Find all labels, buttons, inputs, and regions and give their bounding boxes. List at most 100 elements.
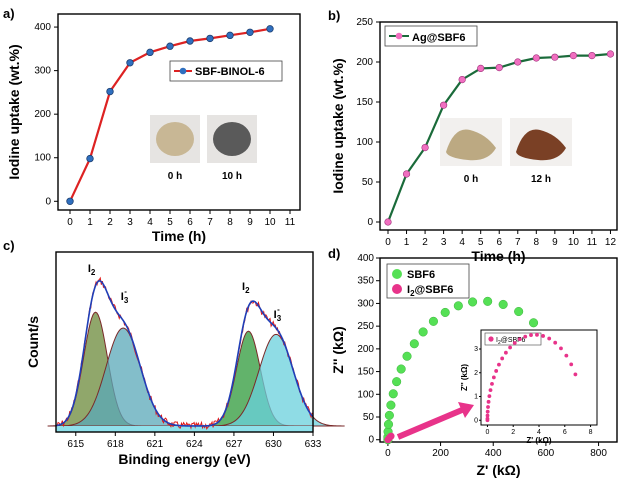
y-tick-label: 0 [367, 217, 373, 228]
data-point [421, 144, 429, 152]
inset-data-point [541, 334, 545, 338]
photo-sample [213, 122, 251, 156]
panel-a-label: a) [3, 6, 15, 21]
data-point [606, 50, 615, 58]
inset-x-tick-label: 6 [563, 429, 567, 436]
y-tick-label: 200 [356, 57, 373, 68]
x-tick-label: 0 [67, 217, 73, 228]
inset-data-point [490, 381, 494, 386]
data-point-sbf6 [388, 389, 398, 399]
data-point [186, 37, 194, 45]
y-tick-label: 0 [45, 196, 51, 207]
data-point [569, 51, 577, 60]
peak-label: I3- [121, 287, 129, 305]
inset-data-point [485, 416, 490, 421]
data-point [440, 101, 448, 109]
inset-data-point [491, 375, 496, 380]
y-tick-label: 300 [34, 66, 51, 77]
inset-data-point [535, 332, 539, 337]
data-point-sbf6 [440, 307, 450, 317]
inset-data-point [559, 346, 563, 351]
panel-b-frame [379, 21, 618, 231]
x-axis-label: Binding energy (eV) [118, 451, 250, 467]
legend-marker [392, 269, 402, 279]
data-point [166, 42, 174, 50]
data-point [477, 64, 485, 72]
data-point [266, 25, 274, 33]
photo-caption: 10 h [222, 171, 242, 182]
y-tick-label: 400 [34, 22, 51, 33]
x-tick-label: 8 [534, 237, 540, 248]
x-tick-label: 624 [186, 439, 203, 450]
y-tick-label: 100 [357, 389, 374, 400]
panel-c: c) 615 618 621 624 627 630 633 Binding energy (e… [3, 238, 345, 467]
inset-data-point [573, 372, 578, 377]
x-tick-label: 9 [552, 237, 558, 248]
x-tick-label: 12 [605, 237, 617, 248]
inset-data-point [488, 388, 493, 393]
x-tick-label: 800 [590, 448, 607, 459]
inset-data-point [512, 341, 517, 345]
fit-envelope [55, 280, 313, 427]
y-axis-label: Z'' (kΩ) [330, 326, 346, 373]
x-tick-label: 3 [441, 237, 447, 248]
data-point-i2-sbf6 [387, 432, 395, 440]
data-point [246, 28, 254, 36]
x-tick-label: 3 [127, 217, 133, 228]
x-tick-label: 7 [207, 217, 213, 228]
x-tick-label: 1 [404, 237, 410, 248]
x-tick-label: 6 [187, 217, 193, 228]
data-point [226, 31, 234, 40]
x-tick-label: 621 [147, 439, 164, 450]
peak-label: I3- [274, 305, 282, 323]
y-tick-label: 150 [357, 367, 374, 378]
data-point [384, 218, 392, 226]
legend-marker [392, 284, 402, 294]
x-tick-label: 633 [305, 439, 322, 450]
inset-frame [480, 329, 598, 426]
x-tick-label: 4 [459, 237, 465, 248]
x-tick-label: 2 [422, 237, 428, 248]
data-point-sbf6 [409, 339, 419, 349]
panel-a-frame [57, 13, 301, 211]
data-point [458, 75, 466, 84]
peak-label: I2 [242, 281, 250, 295]
inset-data-point [547, 336, 552, 341]
photo-caption: 0 h [168, 171, 182, 182]
x-tick-label: 9 [247, 217, 253, 228]
x-tick-label: 0 [385, 237, 391, 248]
inset-data-point [497, 362, 501, 367]
data-point [106, 87, 114, 96]
x-tick-label: 630 [265, 439, 282, 450]
inset-data-point [486, 399, 491, 404]
x-tick-label: 0 [385, 448, 391, 459]
data-point-sbf6 [514, 306, 524, 317]
x-tick-label: 1 [87, 217, 93, 228]
x-tick-label: 11 [587, 237, 598, 248]
data-point [551, 53, 559, 61]
inset-data-point [494, 369, 499, 373]
data-point-sbf6 [392, 377, 402, 387]
y-axis-label: Iodine uptake (wt.%) [330, 58, 346, 193]
y-axis-label: Count/s [25, 316, 41, 368]
x-tick-label: 200 [432, 448, 449, 459]
data-point-sbf6 [483, 296, 493, 306]
data-point-sbf6 [468, 297, 478, 307]
y-tick-label: 200 [34, 109, 51, 120]
inset-y-tick-label: 1 [474, 394, 478, 401]
panel-d-frame [379, 257, 618, 443]
photo-sample [446, 129, 496, 161]
data-point-sbf6 [383, 419, 394, 429]
inset-legend-marker [488, 336, 494, 342]
inset-x-tick-label: 8 [589, 429, 593, 436]
data-point-sbf6 [528, 318, 539, 328]
inset-data-point [517, 337, 522, 342]
data-point [588, 51, 596, 60]
photo-caption: 0 h [464, 174, 478, 185]
inset-data-point [508, 345, 512, 350]
legend-box [384, 25, 478, 47]
data-point-sbf6 [402, 351, 412, 361]
photo-sample [516, 129, 566, 161]
data-point [514, 58, 522, 66]
